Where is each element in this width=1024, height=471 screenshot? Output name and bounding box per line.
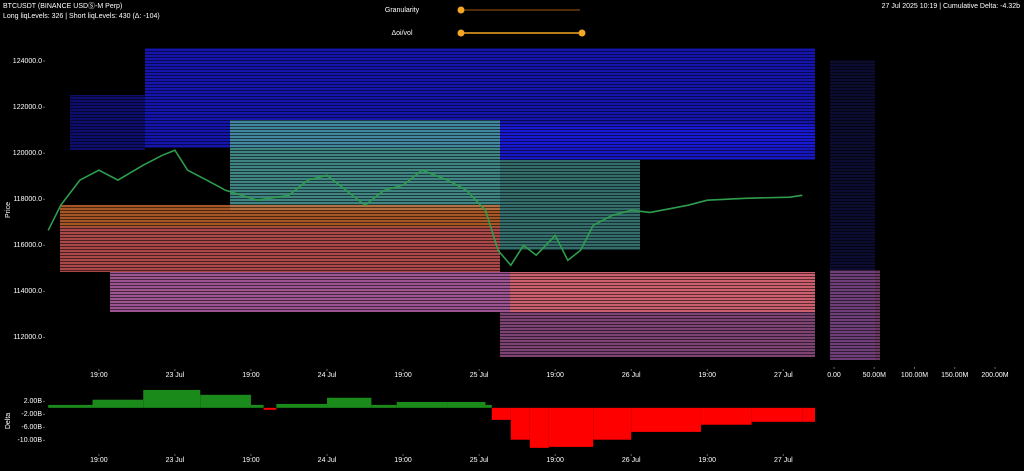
x-tick-label: 27 Jul: [774, 457, 793, 464]
x-tick-label: 19:00: [90, 457, 108, 464]
delta-bar: [250, 404, 264, 408]
y-tick-label: 112000.0: [13, 334, 42, 341]
x-tick-label: 19:00: [698, 457, 716, 464]
delta-bar: [263, 407, 277, 410]
x-tick-label: 26 Jul: [622, 457, 641, 464]
y-tick-label: 114000.0: [13, 288, 42, 295]
x-tick-label: 19:00: [394, 457, 412, 464]
liq-levels: Long liqLevels: 326 | Short liqLevels: 4…: [3, 13, 160, 20]
slider-label: Granularity: [385, 7, 420, 14]
x-tick-label: 19:00: [546, 372, 564, 379]
x-tick-label: 25 Jul: [470, 457, 489, 464]
x-tick-label: 100.00M: [901, 372, 928, 379]
y-tick-label: 122000.0: [13, 104, 42, 111]
slider-handle[interactable]: [457, 6, 465, 14]
delta-bar: [92, 399, 144, 408]
delta-bar: [276, 403, 328, 408]
y-tick-label: 118000.0: [13, 196, 42, 203]
x-tick-label: 23 Jul: [166, 457, 185, 464]
granularity-slider[interactable]: Granularity: [385, 6, 580, 14]
delta-bar: [396, 401, 448, 408]
y-tick-label: 2.00B: [24, 398, 43, 405]
x-tick-label: 19:00: [242, 457, 260, 464]
x-tick-label: 150.00M: [941, 372, 968, 379]
slider-label: Δoi/vol: [391, 30, 412, 37]
symbol: BTCUSDT (BINANCE USDⓈ-M Perp): [3, 2, 122, 10]
delta-bar: [593, 407, 632, 440]
heatmap-bands: [40, 45, 1010, 365]
delta-bar: [200, 394, 251, 408]
delta-bar: [491, 407, 511, 420]
price-line: [47, 149, 803, 267]
y-axis-title: Price: [5, 202, 12, 218]
status: 27 Jul 2025 10:19 | Cumulative Delta: -4…: [882, 3, 1021, 10]
delta-bar: [548, 407, 594, 447]
x-tick-label: 200.00M: [981, 372, 1008, 379]
slider-handle[interactable]: [578, 29, 586, 37]
x-tick-label: 24 Jul: [318, 372, 337, 379]
y-tick-label: 124000.0: [13, 58, 42, 65]
x-tick-label: 23 Jul: [166, 372, 185, 379]
delta-bar: [485, 404, 492, 408]
y-tick-label: -2.00B: [21, 411, 42, 418]
x-tick-label: 26 Jul: [622, 372, 641, 379]
y-tick-label: 120000.0: [13, 150, 42, 157]
delta-bar: [751, 407, 803, 422]
delta-bar: [631, 407, 701, 432]
x-tick-label: 27 Jul: [774, 372, 793, 379]
x-tick-label: 25 Jul: [470, 372, 489, 379]
y-tick-label: 116000.0: [13, 242, 42, 249]
delta-bar: [143, 389, 201, 408]
x-tick-label: 19:00: [242, 372, 260, 379]
slider-handle[interactable]: [457, 29, 465, 37]
y-tick-label: -6.00B: [21, 424, 42, 431]
x-tick-label: 19:00: [90, 372, 108, 379]
x-tick-label: 19:00: [546, 457, 564, 464]
x-tick-label: 19:00: [394, 372, 412, 379]
y-axis-title: Delta: [5, 413, 12, 429]
y-tick-label: -10.00B: [17, 437, 42, 444]
delta-bar: [510, 407, 530, 440]
x-tick-label: 0.00: [827, 372, 841, 379]
delta-bar: [529, 407, 549, 448]
x-tick-label: 24 Jul: [318, 457, 337, 464]
x-tick-label: 19:00: [698, 372, 716, 379]
delta-bar: [371, 404, 397, 408]
delta-bar: [802, 407, 815, 422]
x-tick-label: 50.00M: [863, 372, 887, 379]
oi-vol-slider[interactable]: Δoi/vol: [391, 29, 586, 37]
delta-bar: [48, 404, 93, 408]
delta-bar: [327, 397, 372, 408]
delta-bar: [447, 401, 486, 408]
delta-bar: [700, 407, 752, 425]
